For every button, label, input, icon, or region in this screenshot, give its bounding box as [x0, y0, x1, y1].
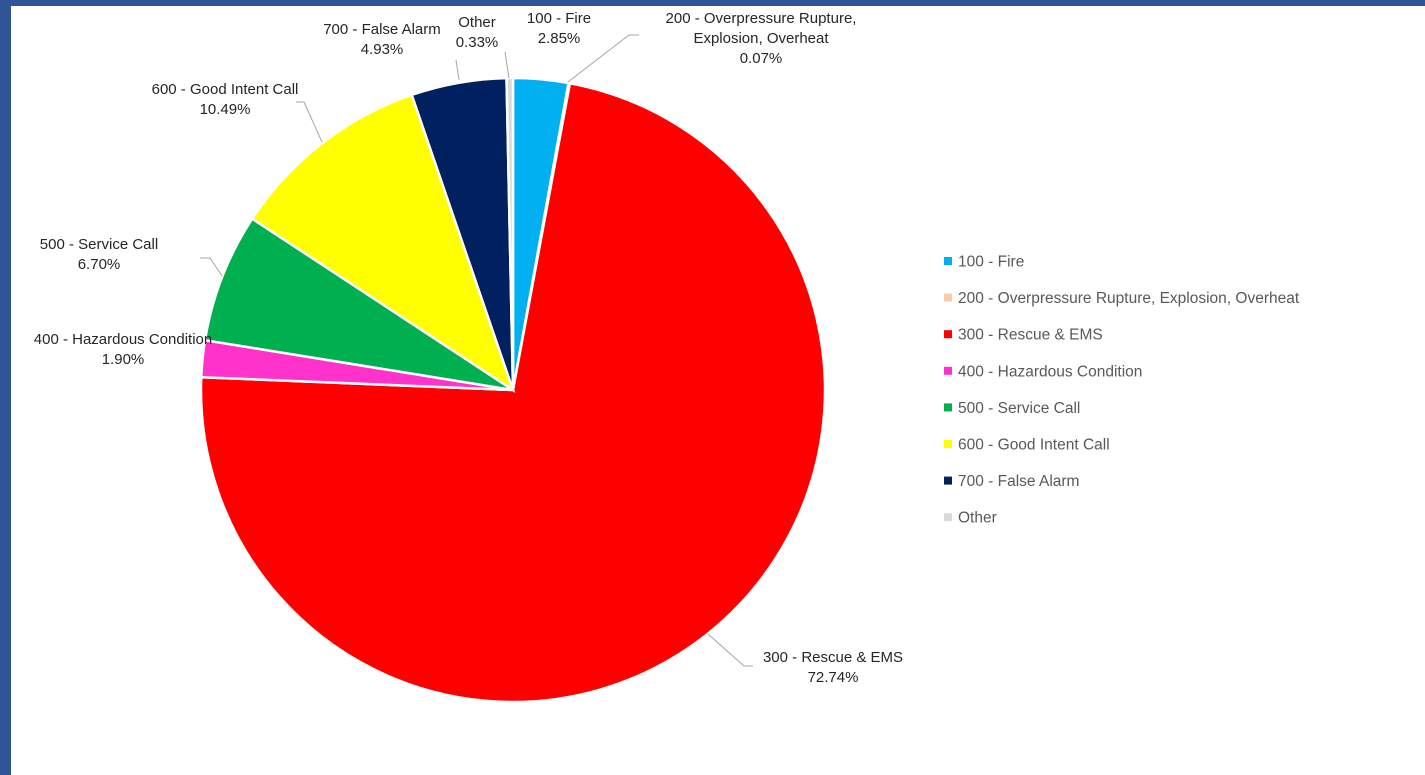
data-label-200-overpressure-rupture-explosion-overheat: 200 - Overpressure Rupture, Explosion, Ov…	[666, 10, 857, 67]
data-label-700-false-alarm: 700 - False Alarm 4.93%	[323, 21, 441, 58]
pie-slice-other	[505, 76, 515, 391]
legend-swatch	[944, 440, 952, 448]
pie-slice-300-rescue-ems	[199, 81, 827, 704]
legend-swatch	[944, 476, 952, 485]
legend-label: 200 - Overpressure Rupture, Explosion, O…	[958, 290, 1300, 307]
leader-line-500-service-call	[200, 257, 223, 277]
legend-swatch	[944, 330, 952, 339]
data-label-600-good-intent-call: 600 - Good Intent Call 10.49%	[152, 81, 299, 118]
leader-line-200-overpressure-rupture-explosion-overheat	[567, 34, 639, 83]
data-label-500-service-call: 500 - Service Call 6.70%	[40, 236, 158, 273]
leader-line-700-false-alarm	[455, 59, 460, 81]
legend-label: 600 - Good Intent Call	[958, 437, 1110, 454]
legend-item-other: Other	[944, 510, 997, 527]
pie-slice-500-service-call	[203, 216, 514, 392]
legend-swatch	[944, 513, 952, 522]
legend-item-700-false-alarm: 700 - False Alarm	[944, 473, 1079, 490]
leader-line-other	[504, 51, 510, 79]
data-labels: 100 - Fire 2.85% 200 - Overpressure Ruptur…	[34, 10, 903, 686]
data-label-300-rescue-ems: 300 - Rescue & EMS 72.74%	[763, 649, 903, 686]
data-label-other: Other 0.33%	[456, 14, 499, 51]
legend: 100 - Fire 200 - Overpressure Rupture, Ex…	[944, 254, 1300, 527]
leader-line-300-rescue-ems	[707, 633, 753, 667]
leader-lines	[200, 34, 753, 667]
legend-item-500-service-call: 500 - Service Call	[944, 400, 1080, 417]
legend-item-600-good-intent-call: 600 - Good Intent Call	[944, 437, 1110, 454]
legend-item-200-overpressure-rupture-explosion-overheat: 200 - Overpressure Rupture, Explosion, O…	[944, 290, 1300, 307]
legend-label: 300 - Rescue & EMS	[958, 327, 1103, 344]
leader-line-600-good-intent-call	[296, 101, 323, 143]
legend-swatch	[944, 366, 952, 375]
chart-area: 100 - Fire 2.85% 200 - Overpressure Ruptur…	[11, 6, 1425, 775]
legend-label: 700 - False Alarm	[958, 473, 1079, 490]
legend-label: 100 - Fire	[958, 254, 1024, 271]
data-label-100-fire: 100 - Fire 2.85%	[527, 10, 591, 47]
legend-item-400-hazardous-condition: 400 - Hazardous Condition	[944, 363, 1142, 380]
legend-item-300-rescue-ems: 300 - Rescue & EMS	[944, 327, 1103, 344]
legend-swatch	[944, 403, 952, 412]
legend-swatch	[944, 257, 952, 265]
pie-chart: 100 - Fire 2.85% 200 - Overpressure Ruptur…	[34, 10, 1300, 704]
pie-slices	[199, 76, 827, 704]
legend-item-100-fire: 100 - Fire	[944, 254, 1024, 271]
legend-label: 500 - Service Call	[958, 400, 1080, 417]
legend-swatch	[944, 293, 952, 302]
pie-slice-600-good-intent-call	[250, 93, 516, 394]
legend-label: Other	[958, 510, 997, 527]
data-label-400-hazardous-condition: 400 - Hazardous Condition 1.90%	[34, 331, 212, 368]
legend-label: 400 - Hazardous Condition	[958, 363, 1142, 380]
